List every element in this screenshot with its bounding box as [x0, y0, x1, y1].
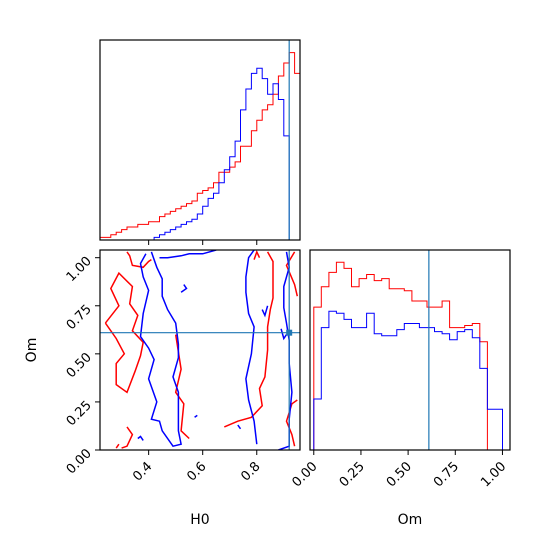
y-tick-label-4: 1.00 [64, 254, 95, 285]
contour-0-6 [285, 251, 299, 297]
contour-0-0 [126, 251, 152, 269]
y-tick-label-2: 0.50 [64, 350, 95, 381]
contour-1-9 [237, 424, 242, 430]
y-tick-label-1: 0.25 [64, 398, 95, 429]
h0-om-contour-panel: 0.4 0.6 0.8 0.00 0.25 0.50 0.75 1.00 H0 Om [24, 249, 301, 528]
om-x-tick-label-2: 0.50 [384, 459, 415, 490]
contour-0-8 [115, 443, 120, 449]
y-tick-label-3: 0.75 [64, 302, 95, 333]
om-histogram-panel: 0.00 0.25 0.50 0.75 1.00 Om [290, 249, 511, 528]
truth-marker [286, 329, 293, 336]
om-hist-series-1 [313, 310, 503, 450]
h0-hist-series-0 [100, 52, 300, 238]
contour-frame [99, 249, 301, 451]
contour-0-3 [174, 334, 190, 440]
contour-1-8 [280, 328, 288, 341]
h0-hist-series-1 [100, 67, 300, 240]
contour-1-4 [194, 414, 198, 418]
contour-1-5 [245, 250, 258, 445]
h0-histogram-frame [99, 39, 301, 241]
contour-0-1 [104, 271, 145, 394]
om-x-tick-label-3: 0.75 [431, 459, 462, 490]
contour-1-1 [159, 250, 217, 259]
om-hist-series-0 [313, 261, 503, 450]
y-axis-label-om: Om [24, 338, 40, 363]
om-x-tick-label-4: 1.00 [478, 459, 509, 490]
contour-1-7 [261, 305, 269, 318]
om-x-tick-label-1: 0.25 [337, 459, 368, 490]
om-histogram-frame [309, 249, 511, 451]
y-tick-label-0: 0.00 [64, 446, 95, 477]
x-tick-label-0: 0.4 [130, 459, 155, 484]
x-tick-label-1: 0.6 [184, 459, 209, 484]
x-tick-label-2: 0.8 [238, 459, 263, 484]
x-axis-label-om: Om [398, 512, 423, 528]
contour-0-2 [121, 426, 134, 449]
contour-0-5 [253, 250, 261, 260]
contour-0-4 [224, 251, 274, 428]
contour-0-7 [285, 399, 298, 447]
om-x-tick-label-0: 0.00 [290, 459, 321, 490]
contour-1-2 [180, 284, 188, 293]
contour-1-3 [137, 435, 144, 441]
x-axis-label-h0: H0 [190, 512, 209, 528]
contour-1-0 [139, 251, 182, 448]
contour-1-6 [278, 251, 293, 450]
h0-histogram-panel [99, 39, 301, 245]
